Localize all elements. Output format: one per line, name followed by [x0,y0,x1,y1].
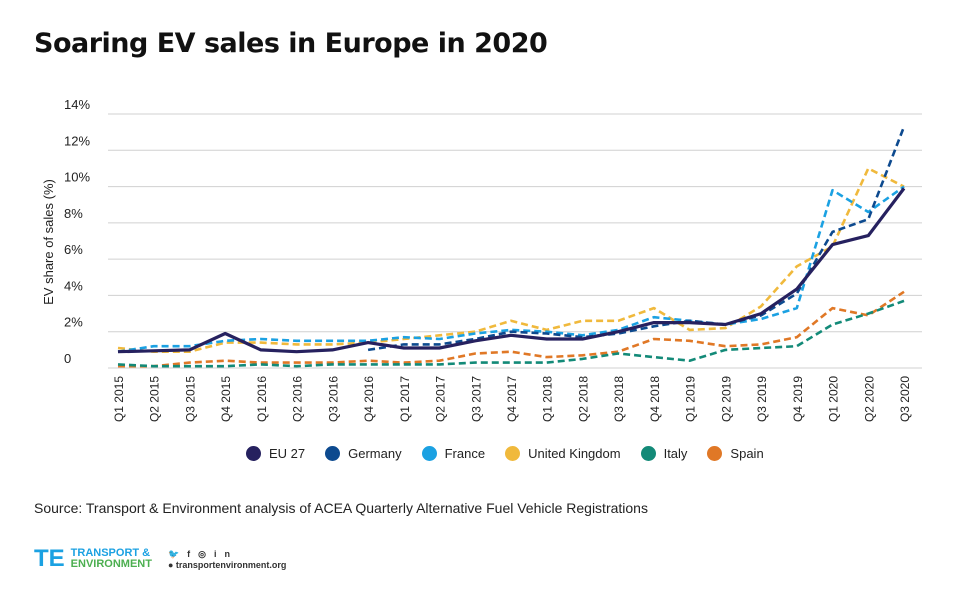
legend-item: Germany [325,446,402,461]
legend-label: Germany [348,446,402,461]
logo-line2: ENVIRONMENT [70,558,152,570]
y-tick-label: 6% [64,242,83,257]
legend-swatch [707,446,723,461]
x-tick-label: Q1 2015 [112,376,126,422]
y-tick-label: 10% [64,170,90,185]
logo-line1: TRANSPORT & [70,547,151,559]
legend-swatch [246,446,261,461]
y-tick-label: 8% [64,206,83,221]
line-chart: 0 2% 4% 6% 8% 10% 12% 14% EV share of sales (%) Q… [41,97,922,422]
x-tick-label: Q4 2019 [791,376,805,422]
y-axis-label: EV share of sales (%) [41,179,56,305]
legend-label: EU 27 [269,446,306,461]
x-tick-label: Q4 2018 [648,376,662,422]
x-tick-label: Q1 2017 [398,376,412,422]
legend-swatch [421,446,437,461]
y-tick-label: 12% [64,133,90,148]
legend-item: Italy [640,446,688,461]
legend-label: France [444,446,486,461]
x-tick-label: Q3 2016 [326,376,340,422]
facebook-icon[interactable]: f [187,548,199,559]
series-line-france [117,185,905,353]
source-note: Source: Transport & Environment analysis… [34,500,648,516]
legend-item: Spain [707,446,764,461]
legend-swatch [505,446,521,461]
linkedin-icon[interactable]: in [214,548,239,559]
instagram-icon[interactable]: ◎ [198,548,215,559]
social-links: 🐦f◎in ● transportenvironment.org [168,549,286,570]
y-tick-label: 2% [64,315,83,330]
legend-item: France [421,446,486,461]
twitter-icon[interactable]: 🐦 [167,548,188,559]
legend: EU 27 Germany France United Kingdom Italy Spa… [246,446,764,461]
x-tick-label: Q3 2019 [755,376,769,422]
x-tick-label: Q2 2015 [148,376,162,422]
x-tick-label: Q3 2015 [183,376,197,422]
series-line-germany [367,126,906,352]
series-line-eu-27 [117,187,906,354]
legend-label: Italy [663,446,688,461]
x-tick-label: Q1 2016 [255,376,269,422]
logo-text: TRANSPORT & ENVIRONMENT [71,548,152,570]
y-tick-label: 0 [64,351,71,366]
x-tick-label: Q2 2017 [434,376,448,422]
x-tick-label: Q3 2018 [612,376,626,422]
x-tick-label: Q3 2017 [469,376,483,422]
series-line-spain [118,290,905,368]
x-tick-label: Q2 2016 [291,376,305,422]
x-tick-label: Q2 2018 [576,376,590,422]
y-tick-label: 14% [64,97,90,112]
legend-swatch [325,446,341,461]
te-logo: TE TRANSPORT & ENVIRONMENT 🐦f◎in ● trans… [34,545,286,573]
legend-item: EU 27 [246,446,305,461]
y-tick-label: 4% [64,278,83,293]
x-tick-label: Q1 2020 [827,376,841,422]
x-tick-label: Q1 2018 [541,376,555,422]
legend-label: United Kingdom [528,446,621,461]
legend-item: United Kingdom [505,446,621,461]
social-icons: 🐦f◎in [168,549,286,560]
x-tick-label: Q3 2020 [898,376,912,422]
legend-swatch [640,446,656,461]
x-tick-label: Q4 2016 [362,376,376,422]
x-tick-label: Q4 2017 [505,376,519,422]
series-line-united-kingdom [117,167,905,353]
globe-icon: ● [167,559,174,570]
x-tick-label: Q2 2020 [862,376,876,422]
te-logo-mark-icon: TE [34,545,65,572]
x-tick-label: Q2 2019 [719,376,733,422]
chart-title: Soaring EV sales in Europe in 2020 [34,28,548,59]
x-tick-label: Q4 2015 [219,376,233,422]
x-tick-label: Q1 2019 [684,376,698,422]
website-link[interactable]: transportenvironment.org [175,559,287,570]
legend-label: Spain [730,446,764,461]
